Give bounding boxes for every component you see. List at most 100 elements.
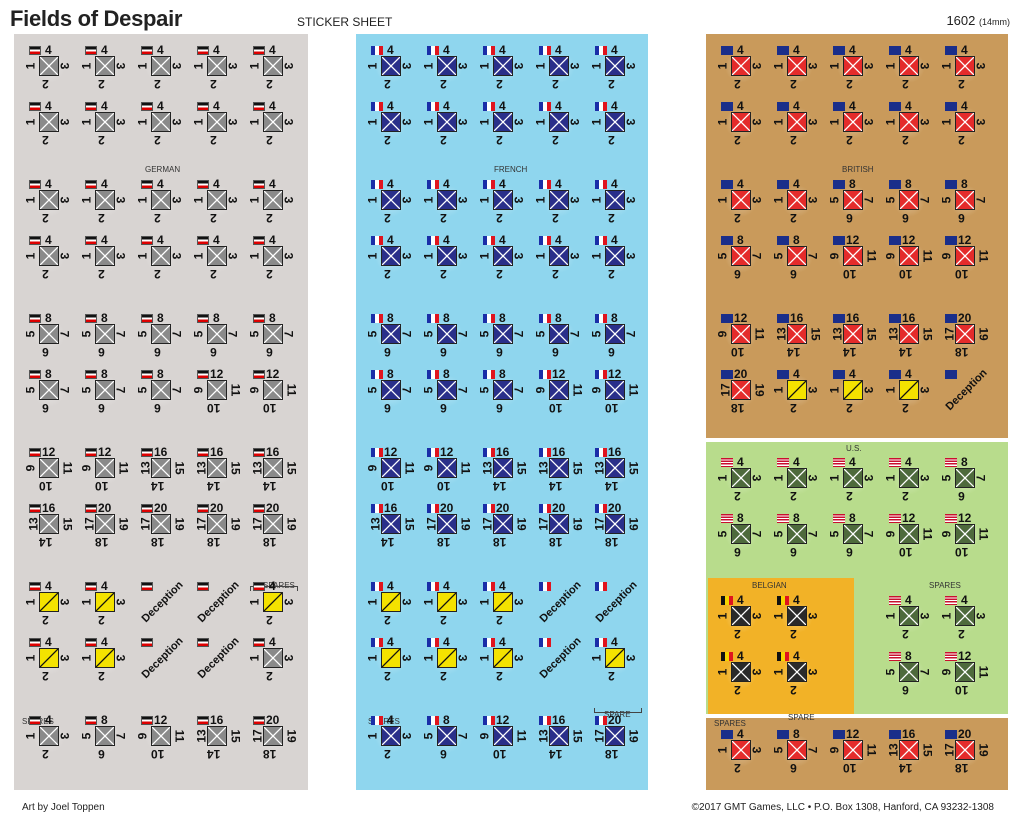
unit-symbol-icon — [264, 649, 282, 667]
flag-icon — [427, 638, 439, 647]
left-value: 9 — [477, 732, 492, 740]
right-value: 3 — [511, 196, 526, 204]
attack-value: 4 — [45, 233, 52, 247]
unit-symbol-icon — [732, 191, 750, 209]
bottom-value: 2 — [552, 211, 559, 225]
unit-symbol-icon — [956, 663, 974, 681]
left-value: 1 — [477, 654, 492, 662]
right-value: 3 — [455, 252, 470, 260]
unit-symbol-icon — [788, 247, 806, 265]
right-value: 3 — [917, 612, 932, 620]
infantry-unit-icon — [605, 112, 625, 132]
right-value: 19 — [514, 517, 529, 531]
flag-icon — [85, 236, 97, 245]
attack-value: 4 — [737, 455, 744, 469]
infantry-unit-icon — [493, 726, 513, 746]
right-value: 3 — [399, 196, 414, 204]
flag-icon — [539, 582, 551, 591]
left-value: 5 — [421, 386, 436, 394]
artillery-unit-icon — [493, 648, 513, 668]
right-value: 3 — [399, 252, 414, 260]
artillery-unit-icon — [605, 648, 625, 668]
right-value: 3 — [805, 668, 820, 676]
bottom-value: 14 — [549, 747, 563, 761]
unit-symbol-icon — [606, 247, 624, 265]
right-value: 7 — [57, 330, 72, 338]
right-value: 7 — [169, 330, 184, 338]
left-value: 1 — [23, 732, 38, 740]
bottom-value: 10 — [899, 267, 913, 281]
unit-symbol-icon — [550, 727, 568, 745]
unit-symbol-icon — [900, 113, 918, 131]
infantry-unit-icon — [899, 246, 919, 266]
attack-value: 4 — [101, 99, 108, 113]
right-value: 3 — [113, 252, 128, 260]
deception-counter: Deception — [536, 579, 584, 628]
unit-symbol-icon — [550, 381, 568, 399]
flag-icon — [483, 370, 495, 379]
left-value: 5 — [827, 196, 842, 204]
right-value: 3 — [399, 598, 414, 606]
bottom-value: 2 — [846, 489, 853, 503]
infantry-unit-icon — [731, 662, 751, 682]
flag-icon — [141, 236, 153, 245]
infantry-unit-icon — [39, 726, 59, 746]
flag-icon — [483, 180, 495, 189]
bottom-value: 2 — [790, 77, 797, 91]
left-value: 5 — [135, 386, 150, 394]
right-value: 7 — [805, 746, 820, 754]
unit-symbol-icon — [152, 515, 170, 533]
attack-value: 4 — [157, 43, 164, 57]
attack-value: 16 — [210, 445, 224, 459]
infantry-unit-icon — [437, 380, 457, 400]
unit-counter: 12 9 11 10 — [939, 511, 990, 560]
right-value: 3 — [57, 118, 72, 126]
bottom-value: 10 — [95, 479, 109, 493]
attack-value: 8 — [961, 455, 968, 469]
bottom-value: 2 — [98, 133, 105, 147]
unit-symbol-icon — [382, 515, 400, 533]
unit-symbol-icon — [494, 191, 512, 209]
left-value: 5 — [135, 330, 150, 338]
artillery-unit-icon — [263, 592, 283, 612]
unit-counter: 16 13 15 14 — [886, 312, 935, 360]
bottom-value: 2 — [790, 211, 797, 225]
unit-symbol-icon — [96, 325, 114, 343]
left-value: 5 — [365, 386, 380, 394]
infantry-unit-icon — [39, 324, 59, 344]
flag-icon — [889, 236, 901, 245]
bottom-value: 2 — [42, 669, 49, 683]
bottom-value: 2 — [608, 77, 615, 91]
attack-value: 12 — [958, 511, 972, 525]
attack-value: 20 — [496, 501, 510, 515]
attack-value: 20 — [98, 501, 112, 515]
flag-icon — [889, 596, 901, 605]
right-value: 7 — [749, 252, 764, 260]
bottom-value: 6 — [958, 489, 965, 503]
left-value: 5 — [247, 330, 262, 338]
bottom-value: 18 — [263, 747, 277, 761]
attack-value: 4 — [45, 43, 52, 57]
right-value: 15 — [570, 729, 585, 743]
left-value: 5 — [939, 474, 954, 482]
unit-symbol-icon — [900, 247, 918, 265]
bottom-value: 10 — [843, 761, 857, 775]
infantry-unit-icon — [381, 112, 401, 132]
unit-symbol-icon — [438, 247, 456, 265]
right-value: 3 — [917, 62, 932, 70]
attack-value: 4 — [443, 43, 450, 57]
flag-icon — [833, 102, 845, 111]
flag-icon — [371, 716, 383, 725]
bottom-value: 6 — [552, 345, 559, 359]
unit-symbol-icon — [550, 57, 568, 75]
